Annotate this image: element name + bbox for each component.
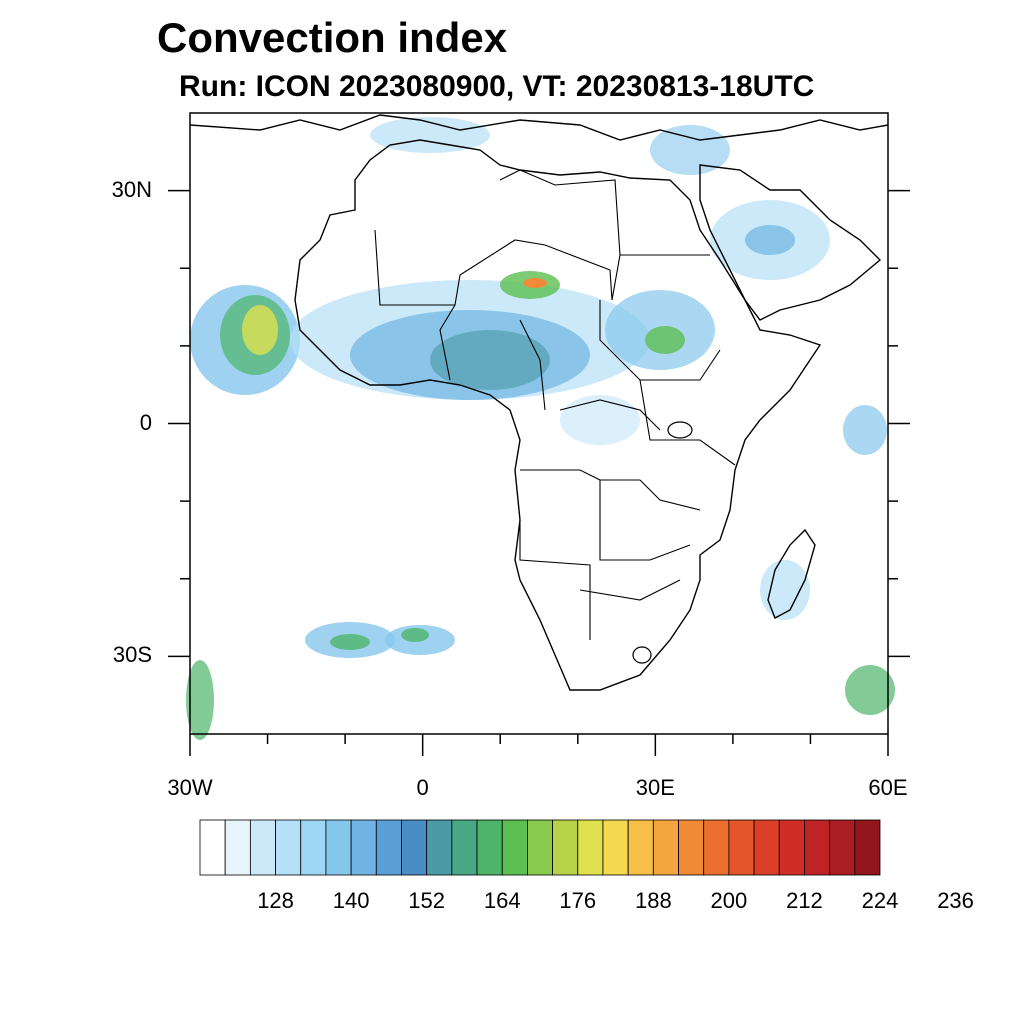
- colorbar-swatch: [854, 819, 881, 876]
- convection-cell: [845, 665, 895, 715]
- europe-coastline: [189, 114, 889, 141]
- convection-cell: [523, 278, 547, 288]
- convection-cell: [430, 330, 550, 390]
- colorbar-label: 200: [710, 888, 748, 913]
- border-line: [519, 379, 736, 640]
- convection-cell: [560, 395, 640, 445]
- colorbar-swatch: [275, 819, 302, 876]
- colorbar-swatch: [602, 819, 629, 876]
- map-title: Convection index: [157, 14, 508, 61]
- colorbar-swatch: [804, 819, 831, 876]
- colorbar: [199, 819, 881, 876]
- colorbar-swatch: [678, 819, 705, 876]
- colorbar-label: 176: [559, 888, 597, 913]
- colorbar-swatch: [627, 819, 654, 876]
- border-line: [559, 399, 701, 511]
- colorbar-label: 128: [257, 888, 294, 913]
- colorbar-swatch: [476, 819, 503, 876]
- colorbar-label: 188: [634, 888, 672, 913]
- colorbar-swatch: [426, 819, 453, 876]
- colorbar-swatch: [778, 819, 805, 876]
- lake-victoria: [667, 421, 693, 439]
- border-line: [499, 169, 621, 256]
- convection-cell: [650, 125, 730, 175]
- convection-cell: [745, 225, 795, 255]
- colorbar-label: 212: [786, 888, 823, 913]
- colorbar-swatch: [199, 819, 226, 876]
- colorbar-swatch: [249, 819, 276, 876]
- colorbar-swatch: [501, 819, 528, 876]
- colorbar-swatch: [300, 819, 327, 876]
- colorbar-swatch: [552, 819, 579, 876]
- axis-ticks: [168, 189, 910, 756]
- map-subtitle: Run: ICON 2023080900, VT: 20230813-18UTC: [179, 70, 815, 103]
- colorbar-swatch: [375, 819, 402, 876]
- lat-label: 30N: [111, 176, 152, 202]
- lon-label: 0: [416, 775, 429, 800]
- colorbar-swatch: [753, 819, 780, 876]
- lon-label: 60E: [868, 775, 908, 800]
- convection-cell: [760, 560, 810, 620]
- convection-cell: [186, 660, 214, 740]
- lat-label: 0: [139, 409, 152, 435]
- convection-cell: [330, 634, 370, 650]
- convection-cell: [645, 326, 685, 354]
- lat-label: 30S: [112, 642, 152, 668]
- colorbar-swatch: [652, 819, 679, 876]
- lesotho-outline: [632, 646, 652, 664]
- colorbar-label: 236: [937, 888, 974, 913]
- convection-cell: [242, 305, 278, 355]
- colorbar-swatch: [829, 819, 856, 876]
- convection-cell: [401, 628, 429, 642]
- madagascar: [767, 528, 816, 619]
- lon-label: 30E: [635, 775, 675, 800]
- coastlines: [189, 114, 889, 691]
- colorbar-swatch: [224, 819, 251, 876]
- colorbar-swatch: [703, 819, 730, 876]
- arabia-coastline: [699, 164, 882, 321]
- convection-field: [186, 117, 895, 740]
- colorbar-swatch: [728, 819, 755, 876]
- lakes: [632, 421, 693, 664]
- colorbar-label: 164: [483, 888, 521, 913]
- border-line: [374, 229, 710, 306]
- colorbar-swatch: [401, 819, 428, 876]
- colorbar-label: 224: [861, 888, 899, 913]
- colorbar-swatch: [527, 819, 553, 876]
- country-borders: [374, 169, 736, 640]
- colorbar-swatch: [325, 819, 352, 876]
- colorbar-swatch: [577, 819, 604, 876]
- colorbar-label: 140: [332, 888, 370, 913]
- colorbar-label: 152: [408, 888, 446, 913]
- lon-label: 30W: [167, 775, 213, 800]
- convection-cell: [843, 405, 887, 455]
- colorbar-swatch: [350, 819, 377, 876]
- africa-coastline: [294, 139, 822, 691]
- colorbar-swatch: [451, 819, 478, 876]
